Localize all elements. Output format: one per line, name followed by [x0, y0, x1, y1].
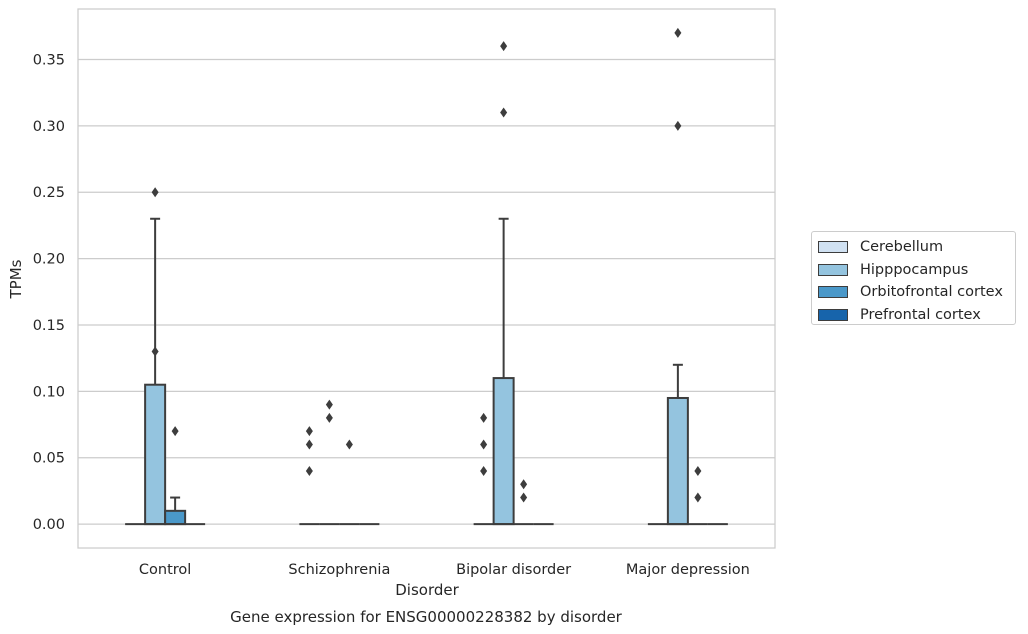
outlier-point [171, 426, 179, 437]
legend-label: Orbitofrontal cortex [860, 284, 1003, 301]
legend-label: Hipppocampus [860, 261, 969, 278]
box-body [144, 383, 167, 526]
box-body [164, 509, 187, 526]
outlier-point [520, 492, 528, 503]
box-body [492, 377, 515, 526]
outlier-point [674, 27, 682, 38]
outlier-point [480, 439, 488, 450]
legend-swatch [818, 263, 848, 276]
box-hipppocampus [319, 399, 340, 526]
outlier-point [694, 466, 702, 476]
y-tick-label: 0.15 [33, 318, 65, 334]
outlier-point [500, 107, 508, 118]
legend: Cerebellum Hipppocampus Orbitofrontal cort… [811, 231, 1016, 325]
x-tick-label: Major depression [626, 562, 750, 578]
legend-label: Prefrontal cortex [860, 306, 981, 323]
legend-item: Prefrontal cortex [812, 304, 1015, 327]
legend-swatch [818, 308, 848, 321]
y-tick-label: 0.25 [33, 185, 65, 201]
box-orbitofrontal-cortex [687, 466, 708, 526]
x-tick-label: Schizophrenia [288, 562, 390, 578]
y-tick-label: 0.10 [33, 384, 65, 400]
x-axis-ticks: Control Schizophrenia Bipolar disorder Majo… [139, 562, 750, 578]
y-tick-label: 0.30 [33, 119, 65, 135]
legend-label: Cerebellum [860, 239, 944, 256]
outlier-point [500, 41, 508, 52]
outlier-point [151, 187, 159, 198]
legend-item: Hipppocampus [812, 259, 1015, 282]
outlier-point [151, 346, 159, 357]
outlier-point [305, 466, 313, 476]
x-tick-label: Bipolar disorder [456, 562, 571, 578]
y-tick-label: 0.35 [33, 52, 65, 68]
outlier-point [674, 120, 682, 131]
legend-item: Cerebellum [812, 236, 1015, 259]
plot-frame [77, 8, 776, 549]
x-axis-label: Disorder [395, 581, 459, 599]
box-hipppocampus [144, 187, 167, 526]
outlier-point [305, 426, 313, 437]
box-orbitofrontal-cortex [513, 479, 534, 526]
y-tick-label: 0.05 [33, 451, 65, 467]
box-orbitofrontal-cortex [164, 426, 187, 526]
outlier-point [480, 466, 488, 476]
y-axis-ticks: 0.00 0.05 0.10 0.15 0.20 0.25 0.30 0.35 [33, 52, 65, 533]
box-plot-series [125, 27, 728, 526]
outlier-point [520, 479, 528, 490]
box-body [666, 396, 689, 526]
box-hipppocampus [492, 41, 515, 526]
outlier-point [694, 492, 702, 503]
x-tick-label: Control [139, 562, 191, 578]
grid-lines [78, 58, 775, 525]
y-tick-label: 0.00 [33, 517, 65, 533]
legend-swatch [818, 241, 848, 254]
box-cerebellum [299, 426, 320, 526]
box-cerebellum [473, 412, 494, 526]
outlier-point [325, 399, 333, 410]
outlier-point [325, 412, 333, 423]
box-orbitofrontal-cortex [339, 439, 360, 526]
y-axis-label: TPMs [7, 259, 25, 299]
y-tick-label: 0.20 [33, 252, 65, 268]
outlier-point [480, 412, 488, 423]
box-hipppocampus [666, 27, 689, 526]
outlier-point [305, 439, 313, 450]
legend-item: Orbitofrontal cortex [812, 281, 1015, 304]
outlier-point [345, 439, 353, 450]
chart-title: Gene expression for ENSG00000228382 by d… [230, 608, 623, 626]
legend-swatch [818, 286, 848, 299]
